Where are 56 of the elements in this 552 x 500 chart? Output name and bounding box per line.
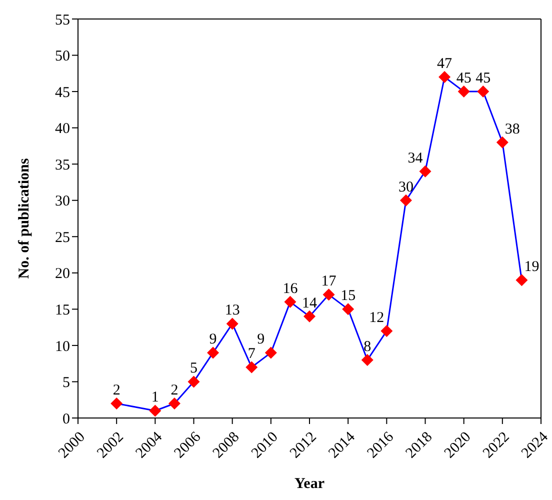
point xyxy=(496,136,508,148)
point xyxy=(264,346,277,359)
point xyxy=(168,397,180,410)
data-label: 45 xyxy=(456,70,472,87)
data-label: 9 xyxy=(209,332,217,348)
y-tick-label: 0 xyxy=(62,411,70,428)
data-label: 14 xyxy=(302,295,318,312)
data-label: 7 xyxy=(248,346,256,362)
data-label: 5 xyxy=(190,360,198,377)
data-label: 38 xyxy=(504,121,520,138)
point xyxy=(246,361,258,374)
y-tick-label: 15 xyxy=(55,302,70,319)
y-tick-label: 30 xyxy=(55,194,70,210)
x-axis-title: Year xyxy=(294,476,325,492)
y-tick-label: 5 xyxy=(62,375,70,392)
data-label: 2 xyxy=(112,382,120,398)
point xyxy=(477,86,490,98)
point xyxy=(342,303,354,316)
point xyxy=(304,310,316,322)
y-tick-label: 25 xyxy=(55,230,70,246)
y-tick-label: 35 xyxy=(55,157,70,174)
point xyxy=(188,376,200,388)
data-label: 16 xyxy=(282,280,298,297)
y-axis-title: No. of publications xyxy=(16,158,32,279)
y-tick-label: 10 xyxy=(55,338,70,355)
point xyxy=(207,346,220,359)
data-label: 2 xyxy=(170,382,178,398)
data-label: 12 xyxy=(369,310,384,326)
point xyxy=(438,71,451,84)
y-tick-label: 20 xyxy=(55,266,70,282)
y-tick-label: 40 xyxy=(55,121,70,138)
point xyxy=(322,288,335,301)
y-tick-label: 45 xyxy=(55,84,70,101)
point xyxy=(380,324,393,337)
point xyxy=(458,86,470,98)
data-label: 47 xyxy=(437,56,453,72)
point xyxy=(516,274,528,286)
data-label: 9 xyxy=(257,332,265,348)
point xyxy=(361,354,374,366)
data-label: 15 xyxy=(340,288,356,304)
data-label: 13 xyxy=(224,302,240,319)
data-label: 34 xyxy=(408,150,424,166)
y-tick-label: 55 xyxy=(55,12,70,28)
data-label: 8 xyxy=(364,338,372,355)
point xyxy=(226,318,238,330)
y-tick-label: 50 xyxy=(55,48,70,65)
data-label: 19 xyxy=(524,259,540,276)
data-label: 17 xyxy=(321,274,337,290)
point xyxy=(149,404,162,417)
data-label: 45 xyxy=(476,70,491,87)
point xyxy=(400,194,412,206)
point xyxy=(284,296,296,308)
point xyxy=(110,397,123,410)
data-label: 30 xyxy=(398,179,414,196)
data-label: 1 xyxy=(151,390,159,406)
point xyxy=(419,165,432,178)
